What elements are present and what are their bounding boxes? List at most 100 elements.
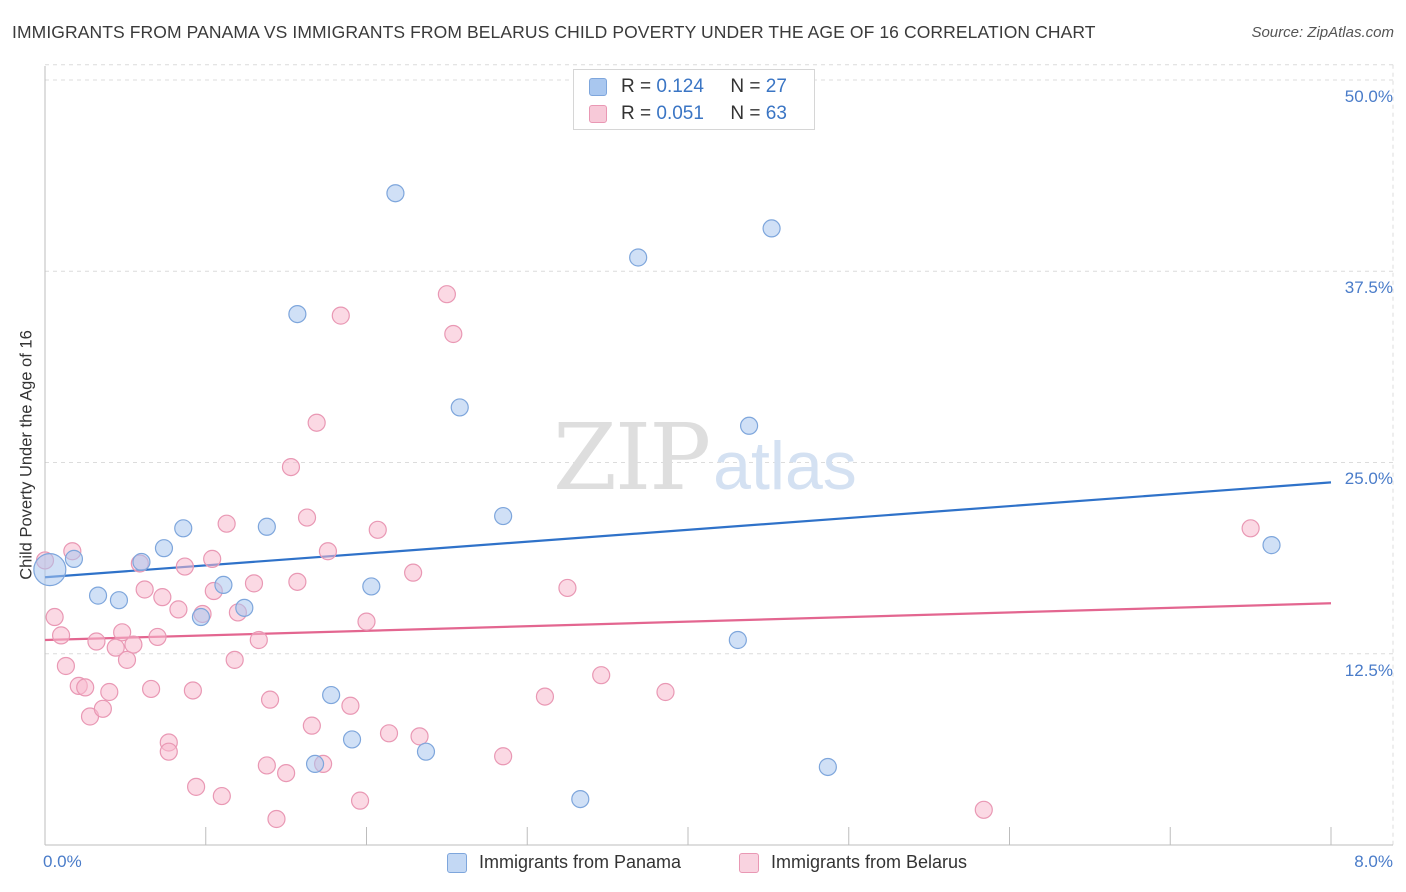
legend-label-panama: Immigrants from Panama <box>479 852 682 872</box>
point-belarus <box>558 578 577 598</box>
gridlines <box>45 64 1394 845</box>
n-value-panama: 27 <box>765 76 787 97</box>
point-belarus <box>51 626 71 645</box>
point-belarus <box>267 809 286 829</box>
legend-swatch-panama-bottom <box>447 852 467 873</box>
point-belarus <box>175 557 194 576</box>
point-panama <box>728 630 747 650</box>
point-belarus <box>535 687 555 706</box>
chart-title: IMMIGRANTS FROM PANAMA VS IMMIGRANTS FRO… <box>12 22 1096 42</box>
x-tick-label-min: 0.0% <box>43 852 82 871</box>
point-panama <box>571 789 590 809</box>
point-belarus <box>368 520 387 539</box>
point-belarus <box>56 656 75 676</box>
point-belarus <box>124 635 143 654</box>
point-belarus <box>974 800 993 819</box>
point-belarus <box>141 679 161 699</box>
point-panama <box>416 742 436 761</box>
point-belarus <box>244 574 264 593</box>
point-belarus <box>257 756 276 775</box>
point-panama <box>88 586 108 605</box>
point-belarus <box>341 696 360 715</box>
point-belarus <box>1241 519 1260 538</box>
y-tick-label-12-5: 12.5% <box>1344 661 1393 680</box>
point-belarus <box>297 508 317 527</box>
point-belarus <box>379 724 399 743</box>
point-belarus <box>494 747 513 766</box>
point-belarus <box>106 638 125 657</box>
point-panama <box>64 549 84 568</box>
point-belarus <box>288 572 307 591</box>
point-panama <box>739 416 759 435</box>
point-belarus <box>93 699 112 718</box>
n-label-panama: N = <box>730 76 766 97</box>
legend-item-panama: Immigrants from Panama <box>447 852 681 873</box>
point-belarus <box>183 681 202 700</box>
legend-row-belarus: R = 0.051 N = 63 <box>589 103 787 125</box>
point-belarus <box>404 563 423 582</box>
legend-swatch-belarus <box>589 105 607 123</box>
point-belarus <box>212 786 231 806</box>
legend-swatch-belarus-bottom <box>739 852 759 873</box>
point-panama <box>174 519 193 538</box>
point-belarus <box>437 285 456 304</box>
point-panama <box>235 598 254 617</box>
point-panama <box>494 506 513 526</box>
point-panama <box>322 685 341 705</box>
r-value-panama: 0.124 <box>656 76 704 97</box>
axes <box>44 66 1393 846</box>
y-tick-label-37-5: 37.5% <box>1344 278 1393 297</box>
point-belarus <box>100 682 119 702</box>
point-panama <box>818 757 837 777</box>
point-panama <box>1262 536 1281 555</box>
point-belarus <box>203 549 222 568</box>
stats-legend: R = 0.124 N = 27 R = 0.051 N = 63 <box>573 69 815 130</box>
point-belarus <box>410 727 429 746</box>
point-belarus <box>331 306 350 325</box>
point-panama <box>288 304 307 324</box>
source-credit: Source: ZipAtlas.com <box>1251 24 1394 41</box>
point-belarus <box>260 690 280 709</box>
point-panama <box>305 754 325 774</box>
r-label-panama: R = <box>621 76 657 97</box>
point-panama <box>342 730 362 749</box>
point-belarus <box>148 627 167 647</box>
point-belarus <box>307 413 326 432</box>
data-points <box>33 184 1281 829</box>
trend-line-panama <box>44 481 1332 579</box>
point-belarus <box>277 763 296 783</box>
point-belarus <box>45 607 64 627</box>
point-panama <box>214 575 233 595</box>
x-tick-label-max: 8.0% <box>1354 852 1393 871</box>
point-belarus <box>225 650 244 669</box>
point-belarus <box>187 777 206 796</box>
point-panama <box>191 607 211 627</box>
point-panama <box>109 591 129 610</box>
series-legend: Immigrants from Panama Immigrants from B… <box>0 852 1406 876</box>
point-belarus <box>318 542 338 561</box>
point-panama <box>450 398 469 417</box>
point-panama <box>762 219 781 238</box>
legend-label-belarus: Immigrants from Belarus <box>771 852 968 872</box>
point-panama <box>257 517 276 536</box>
r-label-belarus: R = <box>621 103 657 124</box>
point-panama <box>386 184 405 203</box>
point-belarus <box>169 600 188 619</box>
point-belarus <box>217 514 236 533</box>
point-panama <box>132 552 151 572</box>
point-belarus <box>592 666 611 685</box>
y-tick-label-25: 25.0% <box>1344 469 1393 488</box>
point-panama <box>33 552 67 587</box>
point-belarus <box>350 791 370 810</box>
legend-swatch-panama <box>589 78 607 96</box>
point-belarus <box>76 678 95 697</box>
legend-row-panama: R = 0.124 N = 27 <box>589 76 787 98</box>
point-belarus <box>444 324 463 344</box>
y-tick-label-50: 50.0% <box>1344 87 1393 106</box>
point-belarus <box>87 632 106 651</box>
n-value-belarus: 63 <box>765 103 787 124</box>
point-belarus <box>159 742 178 761</box>
point-panama <box>629 248 648 267</box>
point-belarus <box>113 623 132 642</box>
